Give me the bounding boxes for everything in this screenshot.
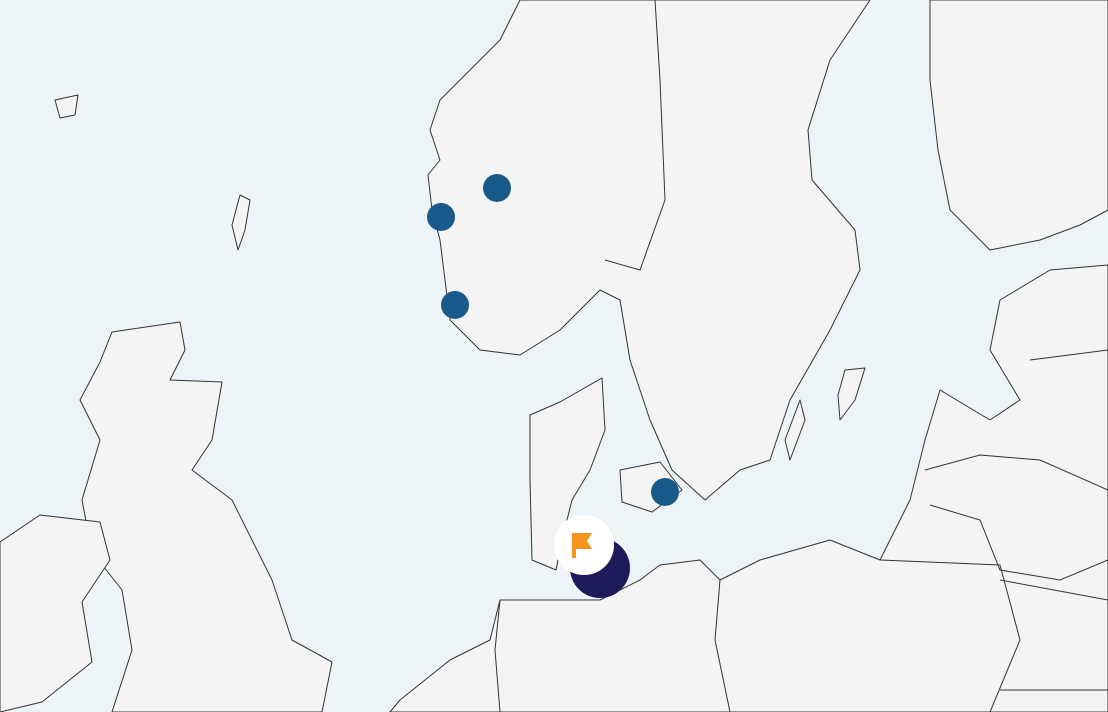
map-marker[interactable] (651, 478, 679, 506)
land-ireland (0, 514, 111, 712)
map-marker[interactable] (427, 203, 455, 231)
marker-cluster[interactable] (554, 515, 630, 598)
border-norway-sweden (604, 0, 666, 271)
land-shetland (231, 194, 251, 251)
land-oland (837, 367, 866, 421)
map-marker[interactable] (441, 291, 469, 319)
land-gotland (784, 399, 806, 461)
map-marker[interactable] (483, 174, 511, 202)
land-jutland (529, 377, 606, 571)
land-scandinavia (427, 0, 871, 501)
land-finland (929, 0, 1108, 251)
country-borders (494, 349, 1108, 712)
flag-icon (572, 533, 592, 558)
land-faroe (54, 94, 79, 119)
land-great-britain (79, 321, 333, 712)
